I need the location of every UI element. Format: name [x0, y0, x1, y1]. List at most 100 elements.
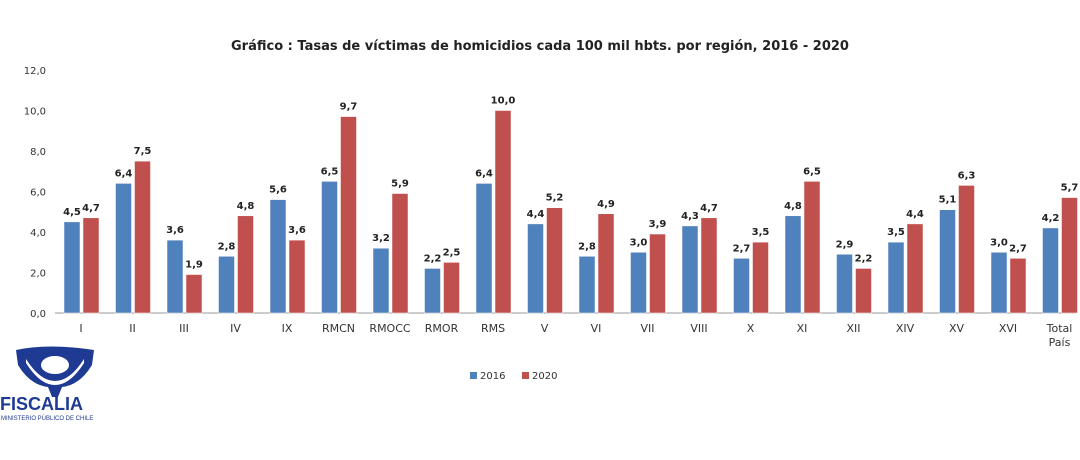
data-label: 5,1	[939, 195, 957, 206]
data-label: 9,7	[340, 102, 358, 113]
data-label: 6,4	[475, 168, 493, 179]
x-tick-label: RMOR	[425, 322, 459, 335]
x-tick-label: III	[179, 322, 189, 335]
bar-2020	[288, 239, 306, 314]
x-tick-label: XII	[846, 322, 860, 335]
data-label: 2,8	[218, 241, 236, 252]
bar-2016	[372, 247, 390, 314]
legend-label: 2020	[532, 371, 557, 382]
data-label: 4,9	[597, 199, 615, 210]
x-tick-label: VII	[640, 322, 654, 335]
bar-2016	[578, 256, 596, 314]
data-label: 4,5	[63, 207, 81, 218]
x-tick-label: X	[747, 322, 755, 335]
data-label: 2,9	[836, 239, 854, 250]
bar-2020	[958, 185, 975, 314]
bar-2020	[391, 193, 409, 314]
data-label: 2,5	[443, 247, 461, 258]
data-label: 6,3	[958, 170, 976, 181]
data-label: 3,2	[372, 233, 390, 244]
data-label: 2,2	[424, 253, 442, 264]
bar-2016	[990, 252, 1008, 314]
y-tick-label: 0,0	[30, 309, 46, 320]
y-tick-label: 10,0	[24, 107, 46, 118]
data-label: 6,5	[321, 166, 339, 177]
data-label: 2,7	[733, 243, 751, 254]
data-label: 5,9	[391, 179, 409, 190]
data-label: 4,8	[784, 201, 802, 212]
data-label: 3,6	[166, 225, 184, 236]
data-label: 4,8	[237, 201, 255, 212]
x-tick-label: I	[79, 322, 82, 335]
x-tick-label: II	[129, 322, 136, 335]
bar-2020	[185, 274, 203, 314]
data-label: 4,7	[82, 203, 100, 214]
data-label: 1,9	[185, 260, 203, 271]
data-label: 3,0	[630, 237, 648, 248]
data-label: 4,2	[1042, 213, 1060, 224]
bar-2016	[1042, 227, 1059, 314]
bar-2020	[443, 262, 460, 314]
data-label: 5,6	[269, 185, 287, 196]
y-tick-label: 8,0	[30, 147, 46, 158]
bar-2016	[836, 254, 853, 314]
data-label: 3,5	[752, 227, 770, 238]
svg-text:FISCALIA: FISCALIA	[0, 394, 83, 414]
x-tick-label: XV	[949, 322, 965, 335]
legend-label: 2016	[480, 371, 505, 382]
bar-2020	[1061, 197, 1078, 314]
data-label: 10,0	[491, 96, 516, 107]
x-tick-label: VI	[591, 322, 602, 335]
bar-2016	[475, 183, 493, 314]
data-label: 6,4	[115, 168, 133, 179]
bar-2020	[752, 241, 769, 314]
bar-2016	[681, 225, 699, 314]
data-label: 3,5	[887, 227, 905, 238]
y-tick-label: 6,0	[30, 188, 46, 199]
data-label: 4,7	[700, 203, 718, 214]
x-tick-label: RMOCC	[369, 322, 410, 335]
x-tick-label: VIII	[690, 322, 707, 335]
bar-2020	[1009, 258, 1027, 314]
x-tick-label: RMS	[481, 322, 505, 335]
bar-2020	[237, 215, 254, 314]
bar-2020	[700, 217, 718, 314]
x-tick-label: IV	[230, 322, 241, 335]
data-label: 2,7	[1009, 243, 1027, 254]
bar-2016	[115, 183, 132, 314]
data-label: 5,7	[1061, 183, 1079, 194]
data-label: 2,8	[578, 241, 596, 252]
x-tick-label: XIV	[896, 322, 915, 335]
fiscalia-logo: FISCALIA MINISTERIO PÚBLICO DE CHILE	[0, 346, 94, 422]
bar-2020	[597, 213, 615, 314]
bar-2020	[134, 160, 151, 314]
data-label: 4,3	[681, 211, 699, 222]
legend-swatch-2016	[470, 372, 477, 379]
y-tick-label: 2,0	[30, 269, 46, 280]
data-label: 4,4	[906, 209, 924, 220]
data-label: 3,9	[649, 219, 667, 230]
bar-2016	[321, 181, 338, 314]
x-tick-label: IX	[282, 322, 293, 335]
data-label: 6,5	[803, 166, 821, 177]
legend-swatch-2020	[522, 372, 529, 379]
chart-title: Gráfico : Tasas de víctimas de homicidio…	[231, 39, 849, 54]
data-label: 3,6	[288, 225, 306, 236]
bar-2020	[494, 110, 512, 314]
bar-2020	[803, 181, 821, 314]
bar-2016	[63, 221, 81, 314]
x-tick-label: V	[541, 322, 549, 335]
data-label: 7,5	[134, 146, 152, 157]
bar-2020	[649, 233, 666, 314]
bar-2016	[269, 199, 287, 314]
svg-text:MINISTERIO PÚBLICO DE CHILE: MINISTERIO PÚBLICO DE CHILE	[1, 415, 93, 422]
x-tick-label: RMCN	[322, 322, 355, 335]
bar-2016	[784, 215, 802, 314]
bar-2020	[906, 223, 924, 314]
bar-2016	[424, 268, 441, 314]
x-tick-label: XI	[797, 322, 808, 335]
bar-2016	[630, 252, 647, 314]
bar-2016	[887, 241, 905, 314]
bar-2016	[166, 239, 184, 314]
bar-2016	[218, 256, 235, 314]
